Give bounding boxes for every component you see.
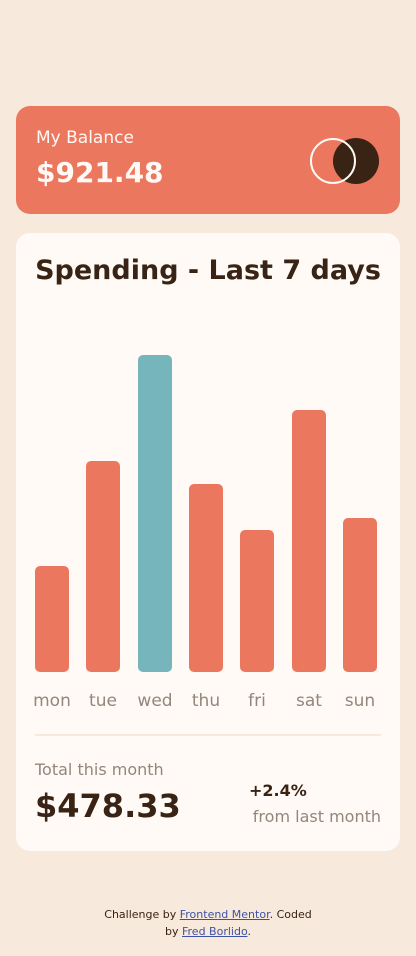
divider [35, 734, 381, 736]
frontend-mentor-link[interactable]: Frontend Mentor [179, 908, 270, 921]
attribution-prefix: Challenge by [104, 908, 177, 921]
day-label-sun: sun [344, 691, 376, 711]
bar-fri[interactable] [240, 530, 274, 672]
spending-title: Spending - Last 7 days [35, 255, 381, 286]
day-label-tue: tue [89, 691, 117, 711]
bar-sat[interactable] [292, 410, 326, 672]
day-label-fri: fri [248, 691, 266, 711]
balance-card: My Balance $921.48 [16, 106, 400, 214]
attribution-suffix: . [247, 925, 251, 938]
day-label-sat: sat [296, 691, 322, 711]
total-amount: $478.33 [35, 787, 181, 825]
day-label-thu: thu [191, 691, 221, 711]
author-link[interactable]: Fred Borlido [182, 925, 248, 938]
attribution-middle: . Coded [269, 908, 312, 921]
bar-tue[interactable] [86, 461, 120, 672]
change-value: +2.4% [249, 781, 307, 800]
bar-mon[interactable] [35, 566, 69, 672]
attribution-by: by [165, 925, 179, 938]
change-label: from last month [252, 807, 381, 826]
day-label-mon: mon [33, 691, 71, 711]
day-label-wed: wed [137, 691, 173, 711]
spending-chart: mon tue wed thu fri sat sun [16, 233, 400, 723]
bar-wed[interactable] [138, 355, 172, 672]
attribution: Challenge by Frontend Mentor. Coded by F… [0, 906, 416, 940]
logo-icon [310, 138, 379, 184]
total-label: Total this month [35, 760, 164, 779]
balance-amount: $921.48 [36, 156, 164, 189]
bar-thu[interactable] [189, 484, 223, 672]
bar-sun[interactable] [343, 518, 377, 672]
balance-label: My Balance [36, 128, 134, 148]
spending-card: Spending - Last 7 days mon tue wed thu fri sa… [16, 233, 400, 851]
